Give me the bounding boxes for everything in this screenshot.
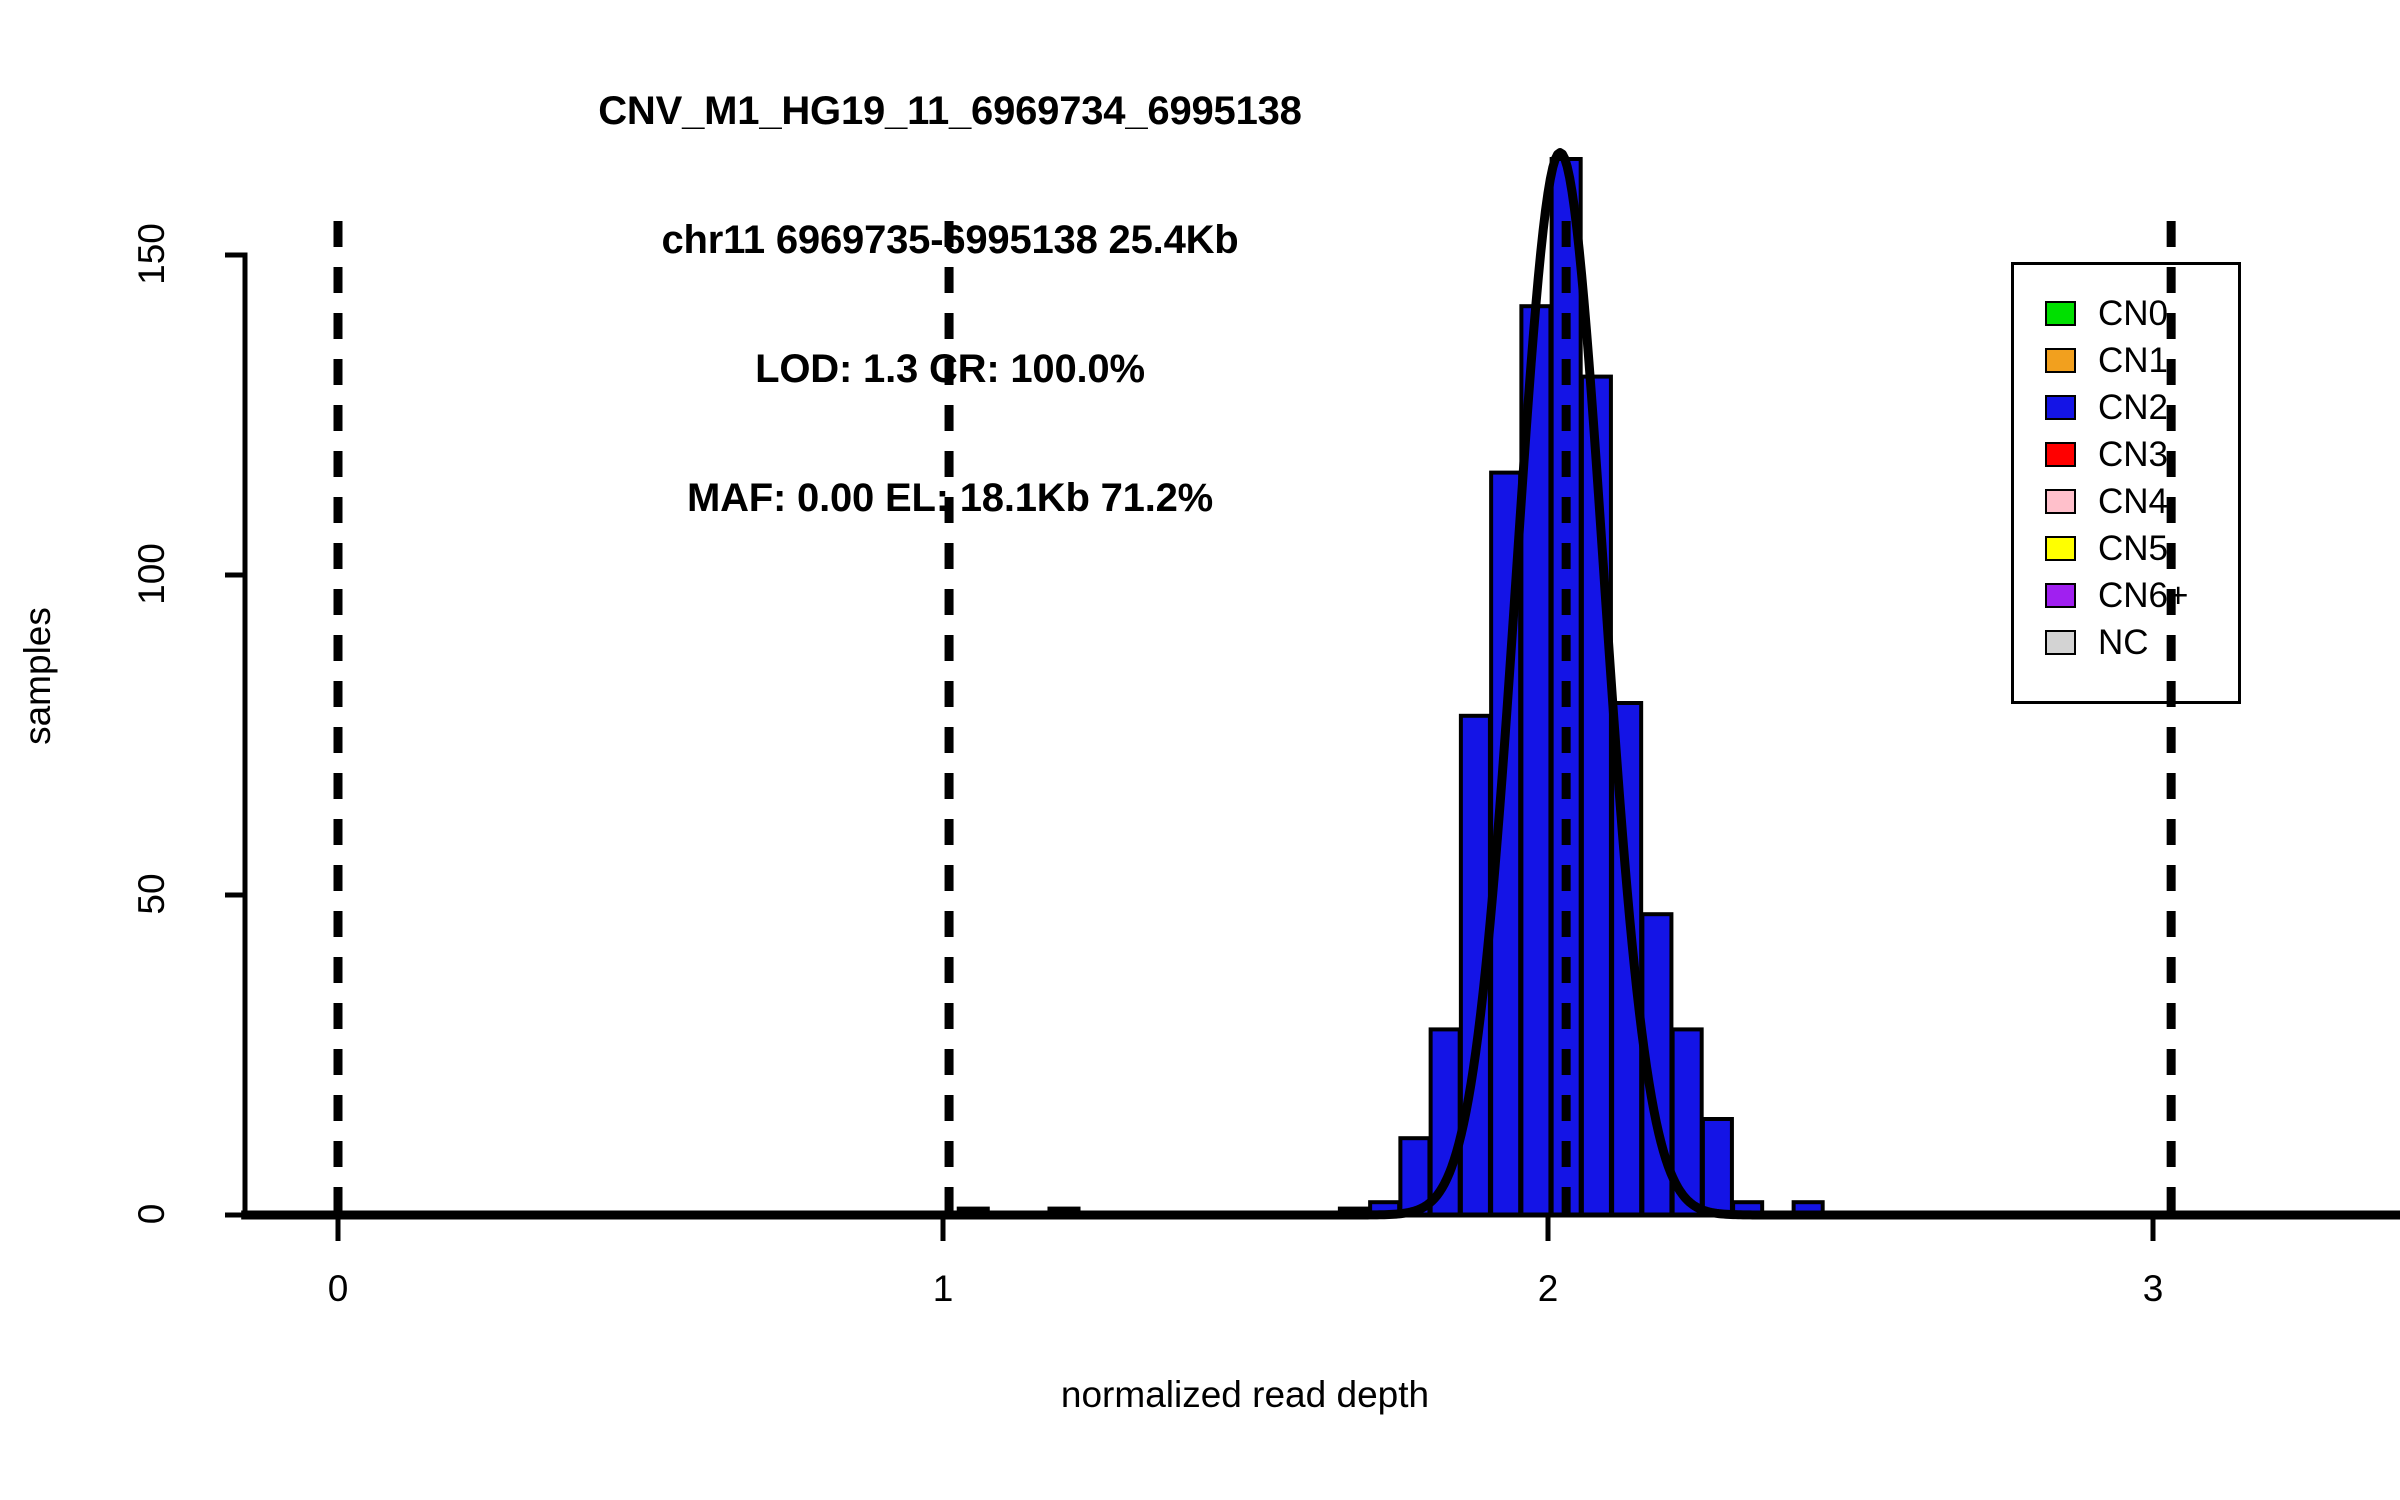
legend-item-label: CN2 xyxy=(2098,388,2169,427)
legend-item-nc: NC xyxy=(2045,619,2241,666)
title-line-2: chr11 6969735-6995138 25.4Kb xyxy=(661,218,1239,262)
legend-item-cn5: CN5 xyxy=(2045,525,2241,572)
histogram-bar xyxy=(1700,1117,1734,1217)
legend-item-label: NC xyxy=(2098,623,2149,662)
y-tick-label: 0 xyxy=(131,1203,172,1225)
legend-swatch-icon xyxy=(2045,489,2076,514)
y-axis-spine xyxy=(225,252,248,1218)
legend-swatch-icon xyxy=(2045,442,2076,467)
legend-item-label: CN0 xyxy=(2098,294,2169,333)
legend-item-label: CN1 xyxy=(2098,341,2169,380)
threshold-lines xyxy=(333,221,2176,1215)
legend-swatch-icon xyxy=(2045,348,2076,373)
axes xyxy=(225,252,2400,1241)
title-line-1: CNV_M1_HG19_11_6969734_6995138 xyxy=(598,89,1302,133)
y-tick-label: 150 xyxy=(131,223,172,285)
y-tick-label: 50 xyxy=(131,873,172,915)
legend-item-label: CN4 xyxy=(2098,482,2169,521)
legend-item-label: CN3 xyxy=(2098,435,2169,474)
x-tick-label: 0 xyxy=(327,1268,349,1309)
x-axis-spine xyxy=(241,1212,2400,1241)
title-line-3: LOD: 1.3 CR: 100.0% xyxy=(755,347,1145,391)
y-axis-label: samples xyxy=(17,607,58,745)
legend-item-cn0: CN0 xyxy=(2045,290,2241,337)
x-tick-label: 1 xyxy=(932,1268,954,1309)
legend-item-label: CN5 xyxy=(2098,529,2169,568)
legend-item-cn4: CN4 xyxy=(2045,478,2241,525)
x-axis-label: normalized read depth xyxy=(1060,1374,1430,1415)
legend-item-cn3: CN3 xyxy=(2045,431,2241,478)
legend-item-cn2: CN2 xyxy=(2045,384,2241,431)
legend: CN0 CN1 CN2 CN3 CN4 CN5 CN6+ NC xyxy=(2011,262,2241,704)
legend-item-cn6plus: CN6+ xyxy=(2045,572,2241,619)
legend-item-cn1: CN1 xyxy=(2045,337,2241,384)
legend-swatch-icon xyxy=(2045,536,2076,561)
histogram-bars xyxy=(956,157,1825,1218)
legend-swatch-icon xyxy=(2045,583,2076,608)
legend-swatch-icon xyxy=(2045,630,2076,655)
legend-item-label: CN6+ xyxy=(2098,576,2189,615)
legend-swatch-icon xyxy=(2045,301,2076,326)
title-line-4: MAF: 0.00 EL: 18.1Kb 71.2% xyxy=(686,476,1214,520)
legend-border xyxy=(2011,262,2241,704)
legend-swatch-icon xyxy=(2045,395,2076,420)
x-tick-label: 2 xyxy=(1537,1268,1559,1309)
y-tick-label: 100 xyxy=(131,543,172,605)
page-title: CNV_M1_HG19_11_6969734_6995138 chr11 696… xyxy=(0,4,1900,606)
x-tick-label: 3 xyxy=(2142,1268,2164,1309)
